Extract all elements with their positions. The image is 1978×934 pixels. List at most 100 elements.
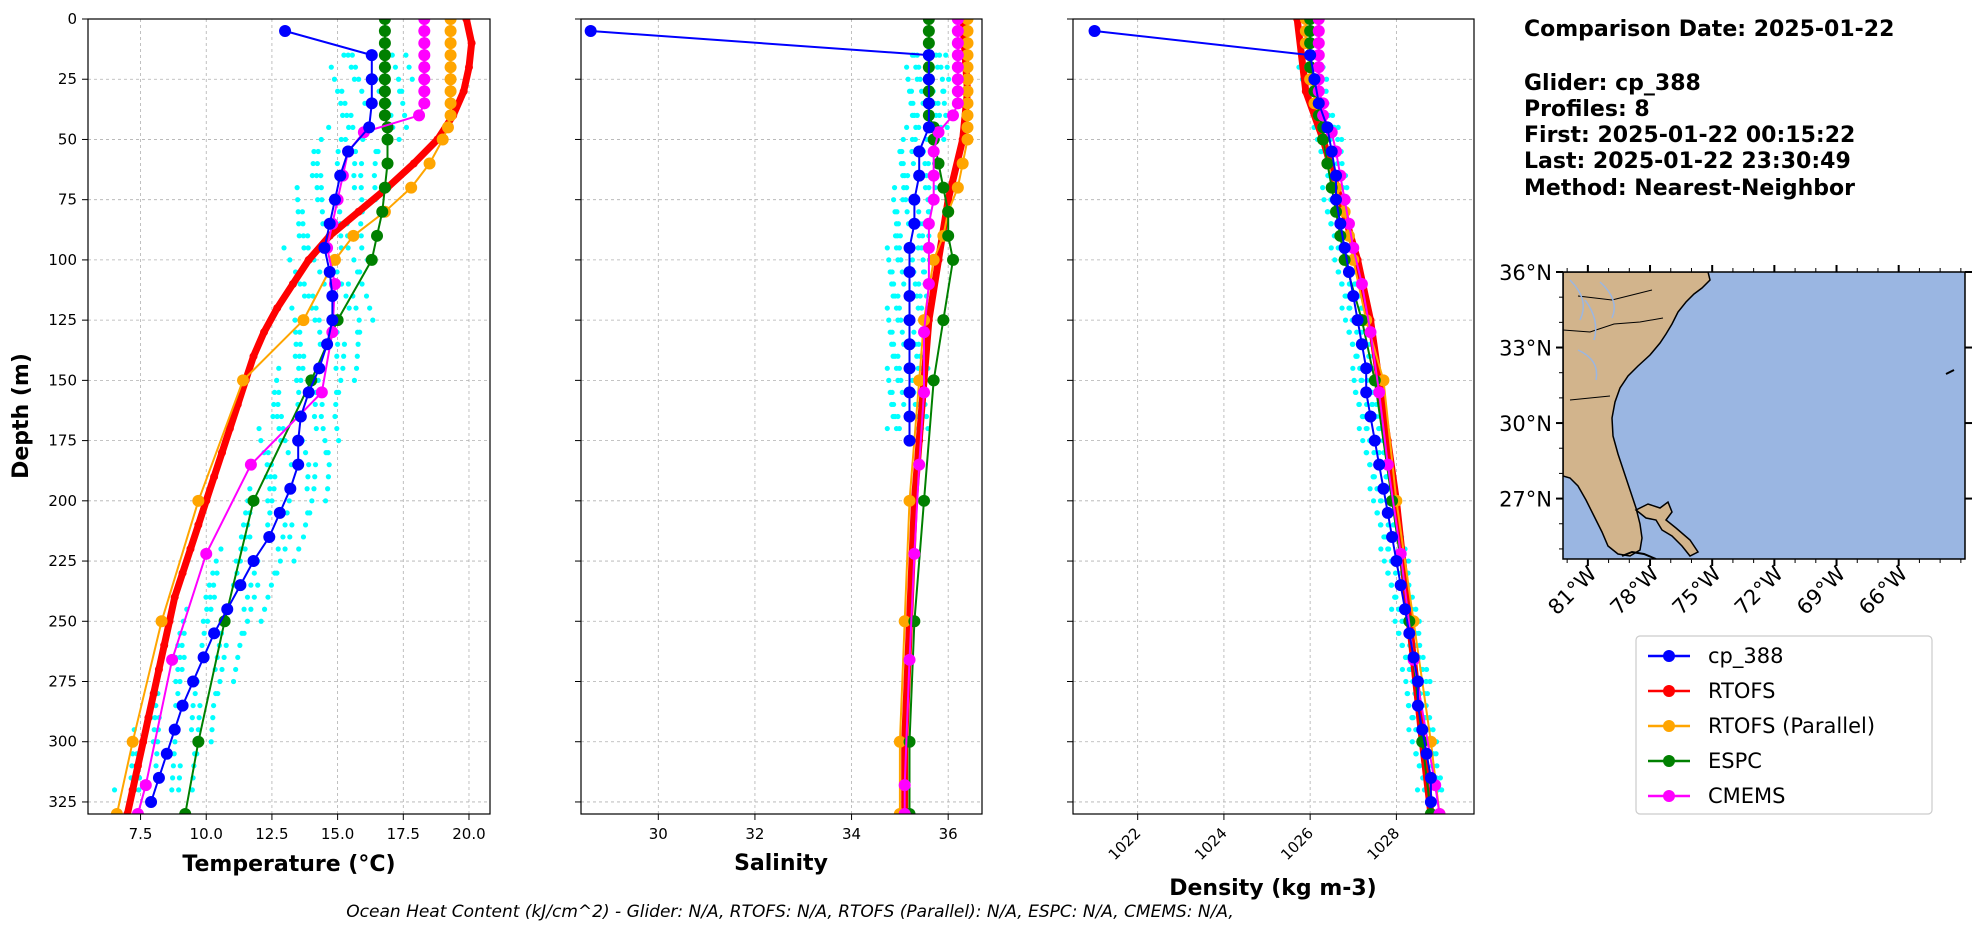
glider-profile-point [322,498,329,504]
glider-profile-point [312,462,319,468]
glider-profile-point [301,245,307,251]
y-tick-label: 300 [48,733,77,751]
glider-profile-point [319,401,325,408]
glider-profile-point [300,365,306,371]
glider-profile-point [338,377,344,383]
series-point-espc [192,735,205,748]
series-point-espc [1334,229,1347,242]
series-point-cp-388 [1416,723,1429,736]
series-point-cmems [1312,49,1325,62]
x-tick-label: 1028 [1363,824,1403,864]
glider-profile-point [269,498,275,504]
series-point-espc [378,73,391,86]
series-point-espc [927,374,940,387]
axes-frame [1072,18,1475,815]
glider-profile-point [319,209,325,215]
series-point-cp-388 [1360,362,1373,375]
glider-profile-point [1324,209,1330,215]
series-point-cp-388 [152,771,165,784]
glider-profile-point [944,64,950,70]
series-point-cp-388 [326,314,339,327]
series-point-cp-388 [1424,771,1437,784]
glider-profile-point [1332,257,1338,263]
glider-profile-point [171,751,177,757]
series-point-rtofs-parallel- [961,133,974,146]
glider-profile-point [1439,787,1445,793]
series-point-rtofs [186,545,195,553]
glider-profile-point [344,112,350,118]
series-point-cmems [922,217,935,230]
series-point-cmems [131,808,144,814]
glider-profile-point [337,209,343,215]
glider-profile-point [298,377,304,383]
series-line-rtofs-parallel- [115,19,452,814]
series-point-rtofs [288,280,297,288]
glider-profile-point [316,317,322,323]
lon-tick-label: 75°W [1668,561,1726,619]
series-point-cmems [951,61,964,74]
glider-profile-point [1339,160,1345,167]
profile-count: Profiles: 8 [1524,97,1650,122]
glider-profile-point [265,594,271,600]
series-point-rtofs [133,761,142,770]
series-point-cmems [1312,85,1325,98]
glider-profile-point [904,64,910,70]
series-point-cp-388 [913,145,926,158]
glider-profile-point [1347,305,1353,311]
glider-profile-point [1360,437,1366,444]
glider-profile-point [1321,197,1327,203]
glider-profile-point [373,148,379,155]
y-tick-label: 150 [48,371,77,389]
glider-profile-point [210,715,216,721]
series-point-cp-388 [328,193,341,206]
glider-profile-point [919,305,925,311]
series-point-rtofs-parallel- [441,121,454,134]
glider-profile-point [395,76,402,82]
series-point-cmems [918,386,931,399]
series-point-cp-388 [221,603,234,616]
series-point-rtofs [354,207,363,216]
glider-profile-point [295,209,301,215]
glider-profile-point [284,510,290,516]
glider-profile-point [292,329,299,335]
glider-profile-point [154,751,160,757]
map-frame [1562,271,1966,560]
glider-profile-point [286,498,292,504]
series-point-cmems [927,145,940,158]
x-tick-label: 32 [745,825,764,843]
lon-tick-label: 69°W [1792,561,1850,619]
series-point-rtofs-parallel- [961,25,974,38]
legend-label: RTOFS (Parallel) [1708,714,1875,738]
glider-profile-point [1349,341,1356,347]
series-line-espc [1309,19,1432,814]
glider-profile-point [233,558,239,564]
last-profile-time: Last: 2025-01-22 23:30:49 [1524,149,1851,174]
axes-frame [580,18,983,815]
glider-profile-point [935,100,941,106]
glider-profile-point [900,136,906,143]
glider-profile-point [244,618,251,624]
glider-profile-point [920,257,926,263]
glider-profile-point [230,678,237,685]
glider-profile-point [914,112,920,118]
glider-profile-point [291,558,297,564]
glider-profile-point [899,269,905,275]
glider-profile-point [895,413,901,420]
state-border [1577,289,1653,301]
series-point-cmems [418,37,431,50]
series-point-rtofs [218,448,226,457]
y-tick-label: 100 [48,251,77,269]
glider-profile-point [312,401,318,408]
series-point-cp-388 [1321,121,1334,134]
x-tick-label: 1026 [1277,824,1317,864]
state-border [1569,395,1611,401]
series-point-cp-388 [197,651,210,664]
legend-label: CMEMS [1708,784,1786,808]
series-point-cmems [898,808,911,814]
glider-profile-point [354,329,361,335]
glider-profile-point [265,522,271,528]
glider-profile-point [313,425,319,432]
series-point-espc [378,49,391,62]
series-point-cmems [139,779,152,792]
glider-profile-point [904,209,910,215]
